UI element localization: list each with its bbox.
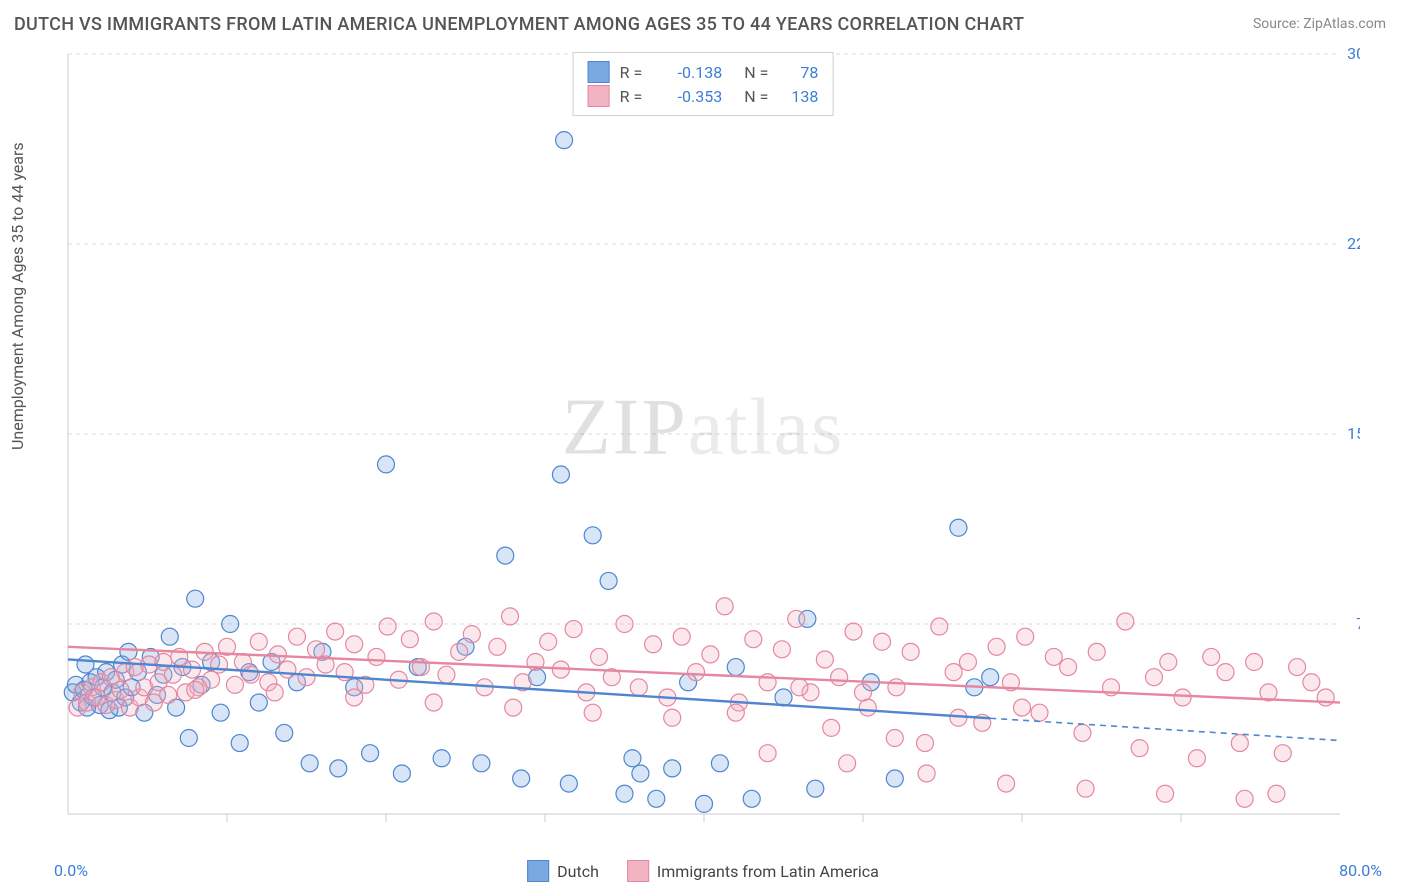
y-axis-label: Unemployment Among Ages 35 to 44 years [8, 142, 27, 450]
legend-row-latin: R = -0.353 N = 138 [588, 85, 819, 107]
swatch-latin-bottom [627, 860, 649, 882]
svg-text:7.5%: 7.5% [1356, 614, 1360, 633]
r-value-latin: -0.353 [652, 87, 722, 106]
x-axis-min: 0.0% [54, 861, 88, 880]
legend-item-dutch: Dutch [527, 860, 599, 882]
series-legend: Dutch Immigrants from Latin America [527, 860, 879, 882]
chart-title: DUTCH VS IMMIGRANTS FROM LATIN AMERICA U… [14, 14, 1024, 35]
source-label: Source: ZipAtlas.com [1253, 16, 1386, 32]
chart-container: DUTCH VS IMMIGRANTS FROM LATIN AMERICA U… [0, 0, 1406, 892]
swatch-dutch-bottom [527, 860, 549, 882]
n-label: N = [744, 87, 768, 106]
n-value-dutch: 78 [778, 63, 818, 82]
svg-text:22.5%: 22.5% [1347, 234, 1360, 253]
swatch-dutch [588, 61, 610, 83]
legend-row-dutch: R = -0.138 N = 78 [588, 61, 819, 83]
r-label: R = [620, 63, 643, 82]
plot-area: 7.5% 15.0% 22.5% 30.0% [50, 40, 1360, 840]
n-label: N = [744, 63, 768, 82]
x-axis-max: 80.0% [1339, 861, 1382, 880]
series-label-latin: Immigrants from Latin America [657, 862, 879, 881]
scatter-svg: 7.5% 15.0% 22.5% 30.0% [50, 40, 1360, 840]
legend-item-latin: Immigrants from Latin America [627, 860, 879, 882]
r-label: R = [620, 87, 643, 106]
r-value-dutch: -0.138 [652, 63, 722, 82]
series-label-dutch: Dutch [557, 862, 599, 881]
swatch-latin [588, 85, 610, 107]
svg-text:15.0%: 15.0% [1347, 424, 1360, 443]
n-value-latin: 138 [778, 87, 818, 106]
correlation-legend: R = -0.138 N = 78 R = -0.353 N = 138 [573, 52, 834, 116]
svg-text:30.0%: 30.0% [1347, 44, 1360, 63]
